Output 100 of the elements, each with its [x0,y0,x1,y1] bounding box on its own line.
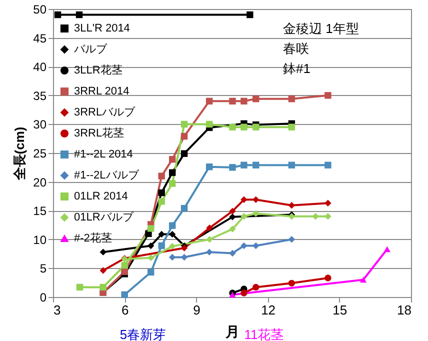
y-tick-label: 35 [33,88,47,103]
point [312,213,319,220]
legend-label: 01LR 2014 [74,190,128,202]
point [324,92,332,99]
y-tick-label: 25 [33,146,47,160]
point [206,98,213,105]
x-tick-label: 18 [397,302,412,318]
annotation: 春咲 [283,41,309,56]
text: 5春新芽 [120,327,166,341]
point [229,214,236,220]
point [240,196,248,204]
point [229,226,236,232]
point [229,164,236,171]
y-tick-label: 10 [33,232,47,247]
point [168,169,176,176]
point [168,230,176,238]
annotation: 金稜辺 1年型 [283,21,359,36]
point [252,124,260,130]
point [180,254,188,261]
point [240,162,248,168]
point [324,274,332,282]
point [229,98,236,105]
point [229,250,236,257]
point [76,284,84,291]
legend-label: 3LL'R 2014 [74,22,130,34]
legend-label: #1--2Lバルブ [74,168,140,182]
point [168,254,176,261]
point [324,213,332,220]
point [240,242,248,250]
point [180,244,188,252]
point [360,276,367,283]
legend-label: #1--2L 2014 [74,148,133,160]
point [252,210,260,217]
point [240,213,248,220]
point [158,242,165,250]
point [229,208,236,215]
point [180,150,188,157]
point [206,248,213,256]
y-tick-label: 45 [33,31,47,46]
point [324,162,332,168]
y-tick-label: 0 [40,290,47,304]
point [324,200,332,206]
y-axis-title: 全長(cm) [12,126,28,182]
point [240,290,248,296]
legend-label: 3RRL 2014 [74,86,130,98]
y-tick-label: 20 [33,175,47,190]
x-tick-label: 15 [332,302,348,318]
y-tick-label: 30 [33,118,47,132]
point [121,268,128,276]
point [288,96,296,102]
y-tick-label: 40 [33,60,47,74]
x-tick-label: 6 [121,302,129,318]
point [100,267,106,274]
point [229,124,236,130]
point [288,236,296,243]
point [76,11,83,18]
point [206,120,213,128]
point [252,162,260,168]
point [158,230,165,238]
point [252,242,260,250]
point [240,124,248,130]
point [121,291,128,298]
annotation: 鉢#1 [283,61,310,76]
point [158,198,165,205]
legend-label: #-2花茎 [74,232,112,244]
point [180,120,188,128]
point [100,284,106,291]
point [288,124,296,130]
point [168,242,176,250]
legend-label: 01LRバルブ [74,210,134,224]
x-tick-label: 3 [54,302,61,318]
x-tick-label: 12 [261,302,276,318]
y-tick-label: 5 [40,262,47,276]
point [158,189,165,196]
point [100,248,106,256]
point [168,222,176,229]
x-tick-label: 9 [193,302,200,318]
point [206,224,213,232]
y-tick-label: 15 [33,204,47,218]
text: 11花茎 [244,327,284,341]
point [384,246,390,252]
point [288,202,296,209]
point [158,172,165,180]
x-axis-title: 月 [224,324,240,340]
point [121,262,128,269]
point [246,11,254,18]
point [206,163,213,170]
point [180,132,188,140]
point [288,162,296,168]
point [168,156,176,163]
point [288,280,296,287]
point [54,11,62,18]
y-tick-label: 50 [33,2,47,16]
legend-label: 3LLR花茎 [74,64,122,76]
legend-label: 3RRL花茎 [74,126,124,140]
point [168,180,176,187]
point [252,96,260,102]
point [180,204,188,212]
point [206,236,213,243]
legend-label: バルブ [73,42,108,56]
